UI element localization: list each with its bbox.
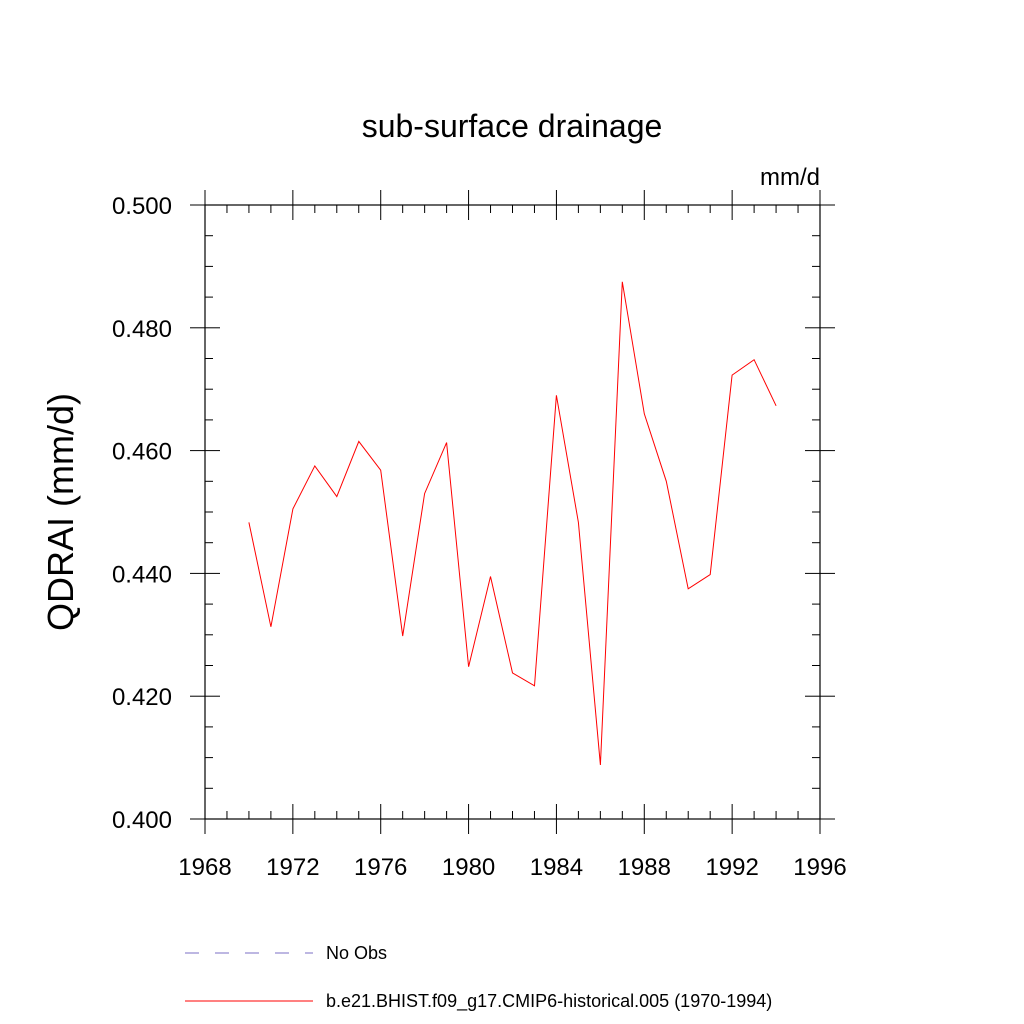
plot-frame [204,204,821,820]
x-tick-label: 1988 [618,854,671,881]
x-tick-label: 1968 [178,854,231,881]
x-tick-label: 1992 [705,854,758,881]
y-axis-label: QDRAI (mm/d) [40,393,81,631]
axis-ticks [190,190,835,834]
series-line [248,281,777,766]
x-tick-label: 1984 [530,854,583,881]
x-tick-label: 1976 [354,854,407,881]
chart-title: sub-surface drainage [362,108,663,144]
x-tick-label: 1980 [442,854,495,881]
legend: No Obs b.e21.BHIST.f09_g17.CMIP6-histori… [185,943,772,1012]
legend-label-model: b.e21.BHIST.f09_g17.CMIP6-historical.005… [326,991,772,1012]
axis-tick-labels: 1968 1972 1976 1980 1984 1988 1992 1996 0.400 0.4… [112,193,847,881]
y-tick-label: 0.480 [112,316,172,343]
data-series [248,281,777,766]
y-tick-label: 0.500 [112,193,172,220]
legend-label-no-obs: No Obs [326,943,387,963]
y-tick-label: 0.440 [112,561,172,588]
y-tick-label: 0.460 [112,439,172,466]
x-tick-label: 1972 [266,854,319,881]
units-label: mm/d [760,164,820,191]
y-tick-label: 0.400 [112,807,172,834]
x-tick-label: 1996 [793,854,846,881]
y-tick-label: 0.420 [112,684,172,711]
